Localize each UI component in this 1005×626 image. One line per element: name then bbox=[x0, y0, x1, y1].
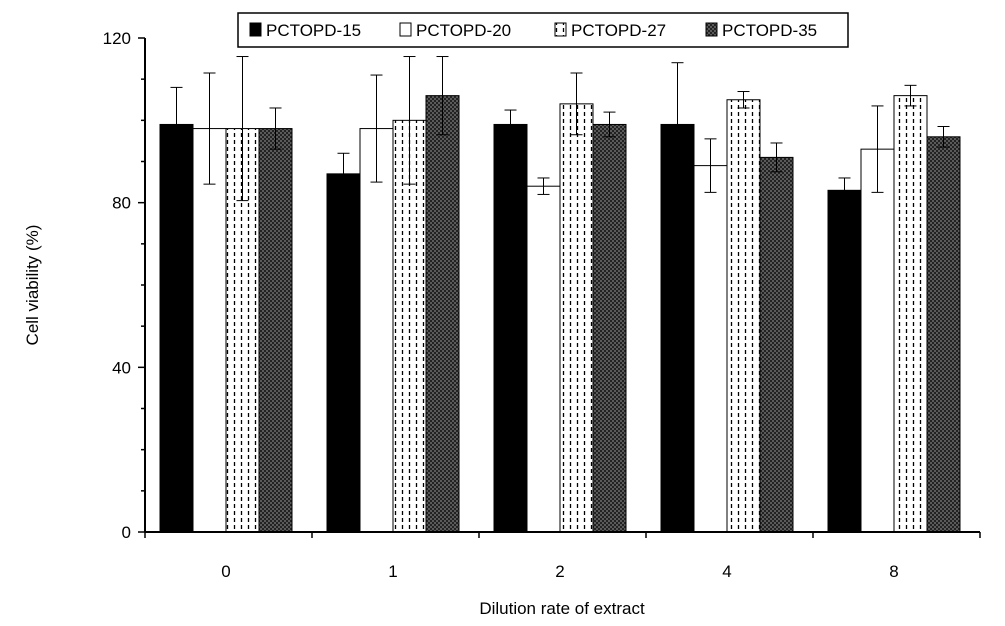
error-bar-pctopd-20-8 bbox=[871, 105, 884, 193]
bar-pctopd-20-8 bbox=[860, 148, 895, 533]
x-ticks: 0 1 2 4 8 bbox=[144, 532, 981, 581]
legend-box bbox=[237, 12, 849, 48]
bar-pctopd-15-8 bbox=[827, 189, 862, 533]
bar-pctopd-15-1 bbox=[326, 173, 361, 533]
bar-pctopd-27-2 bbox=[559, 103, 594, 533]
error-bar-pctopd-35-1 bbox=[436, 56, 449, 136]
y-ticks: 0 40 80 120 bbox=[103, 29, 145, 542]
y-tick-label-120: 120 bbox=[103, 29, 131, 48]
legend-swatch-pctopd-35 bbox=[705, 22, 718, 37]
legend-swatch-pctopd-15 bbox=[249, 22, 262, 37]
y-tick-label-0: 0 bbox=[122, 523, 131, 542]
bar-pctopd-35-1 bbox=[425, 95, 460, 533]
bar-pctopd-27-8 bbox=[893, 95, 928, 533]
bar-pctopd-20-1 bbox=[359, 128, 394, 533]
bar-pctopd-35-8 bbox=[926, 136, 961, 533]
error-bar-pctopd-27-8 bbox=[904, 84, 917, 107]
x-axis-title: Dilution rate of extract bbox=[479, 599, 645, 618]
legend-label-pctopd-35: PCTOPD-35 bbox=[722, 21, 817, 40]
legend-label-pctopd-20: PCTOPD-20 bbox=[416, 21, 511, 40]
bar-pctopd-20-2 bbox=[526, 185, 561, 533]
y-tick-label-80: 80 bbox=[112, 194, 131, 213]
bar-pctopd-35-4 bbox=[759, 156, 794, 533]
legend-swatch-pctopd-20 bbox=[399, 22, 412, 37]
legend: PCTOPD-15 PCTOPD-20 PCTOPD-27 PCTOPD-35 bbox=[237, 12, 849, 48]
y-axis-title: Cell viability (%) bbox=[23, 225, 42, 346]
error-bar-pctopd-20-4 bbox=[704, 138, 717, 193]
bar-pctopd-15-0 bbox=[159, 123, 194, 533]
legend-swatch-pctopd-27 bbox=[554, 22, 567, 37]
bar-pctopd-20-0 bbox=[192, 128, 227, 533]
error-bar-pctopd-15-4 bbox=[671, 62, 684, 187]
error-bar-pctopd-35-4 bbox=[770, 142, 783, 173]
error-bar-pctopd-35-0 bbox=[269, 107, 282, 150]
error-bar-pctopd-15-1 bbox=[337, 152, 350, 195]
error-bar-pctopd-20-2 bbox=[537, 177, 550, 195]
x-tick-label-4: 4 bbox=[722, 562, 731, 581]
x-tick-label-0: 0 bbox=[221, 562, 230, 581]
x-tick-label-2: 2 bbox=[555, 562, 564, 581]
bar-pctopd-27-4 bbox=[726, 99, 761, 533]
bars-layer bbox=[159, 95, 961, 533]
error-bar-pctopd-20-1 bbox=[370, 74, 383, 183]
error-bar-pctopd-15-8 bbox=[838, 177, 851, 204]
error-bar-pctopd-27-2 bbox=[570, 72, 583, 136]
bar-pctopd-15-4 bbox=[660, 123, 695, 533]
bar-pctopd-20-4 bbox=[693, 165, 728, 533]
bar-pctopd-35-0 bbox=[258, 128, 293, 533]
legend-label-pctopd-15: PCTOPD-15 bbox=[266, 21, 361, 40]
bar-pctopd-15-2 bbox=[493, 123, 528, 533]
error-bar-pctopd-27-0 bbox=[236, 56, 249, 202]
error-bar-pctopd-35-8 bbox=[937, 126, 950, 148]
error-bar-pctopd-27-1 bbox=[403, 56, 416, 185]
error-bars-layer bbox=[170, 56, 950, 204]
y-tick-label-40: 40 bbox=[112, 358, 131, 377]
error-bar-pctopd-20-0 bbox=[203, 72, 216, 185]
error-bar-pctopd-15-0 bbox=[170, 86, 183, 162]
error-bar-pctopd-35-2 bbox=[603, 111, 616, 138]
legend-label-pctopd-27: PCTOPD-27 bbox=[571, 21, 666, 40]
bar-pctopd-35-2 bbox=[592, 123, 627, 533]
error-bar-pctopd-15-2 bbox=[504, 109, 517, 140]
x-tick-label-8: 8 bbox=[889, 562, 898, 581]
error-bar-pctopd-27-4 bbox=[737, 91, 750, 109]
x-tick-label-1: 1 bbox=[388, 562, 397, 581]
